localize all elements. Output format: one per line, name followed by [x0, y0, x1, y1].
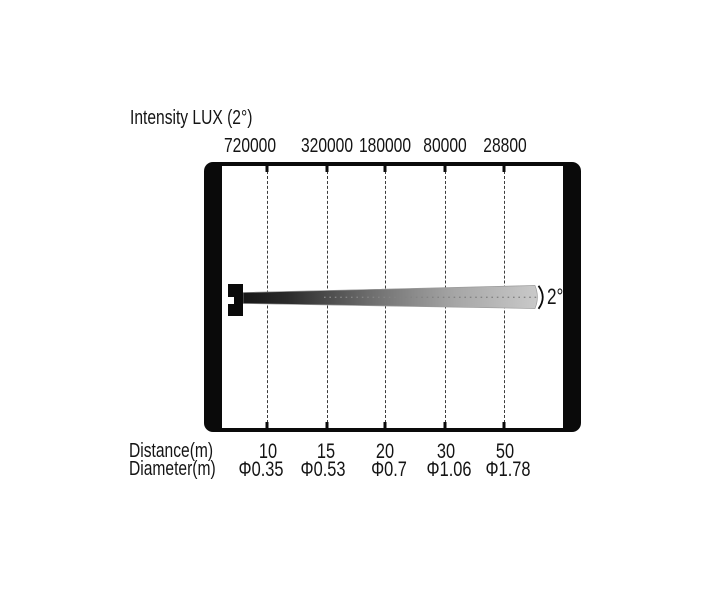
frame-top-edge [214, 162, 571, 166]
distance-value: 10 [258, 440, 278, 463]
distance-value: 30 [436, 440, 456, 463]
diameter-value: Φ0.35 [238, 458, 284, 481]
diagram-frame [204, 162, 581, 432]
intensity-tick-label: 28800 [483, 135, 527, 157]
beam-drawing [228, 284, 544, 316]
tick-mark [383, 166, 387, 172]
tick-mark [265, 422, 269, 428]
diameter-value: Φ1.06 [426, 458, 472, 481]
intensity-tick-label: 180000 [358, 135, 412, 157]
frame-left-bar [204, 162, 222, 432]
distance-value: 15 [316, 440, 336, 463]
tick-mark [383, 422, 387, 428]
intensity-tick-label: 720000 [223, 135, 277, 157]
intensity-tick-label: 80000 [423, 135, 467, 157]
intensity-tick-label: 320000 [300, 135, 354, 157]
diameter-value: Φ1.78 [485, 458, 531, 481]
tick-mark [443, 166, 447, 172]
beam-angle-brace [537, 285, 544, 310]
frame-right-bar [563, 162, 581, 432]
tick-mark [325, 166, 329, 172]
distance-value: 50 [495, 440, 515, 463]
diameter-value: Φ0.53 [300, 458, 346, 481]
distance-value: 20 [375, 440, 395, 463]
distance-row-label: Distance(m) [129, 440, 214, 462]
frame-bottom-edge [214, 428, 571, 432]
spotlight-fixture-icon [228, 284, 243, 316]
tick-mark [502, 166, 506, 172]
beam-angle-label: 2° [547, 284, 564, 309]
tick-mark [443, 422, 447, 428]
diameter-value: Φ0.7 [371, 458, 407, 481]
tick-mark [325, 422, 329, 428]
diameter-row-label: Diameter(m) [129, 458, 216, 480]
tick-mark [502, 422, 506, 428]
tick-mark [265, 166, 269, 172]
page-title: Intensity LUX (2°) [130, 107, 253, 129]
